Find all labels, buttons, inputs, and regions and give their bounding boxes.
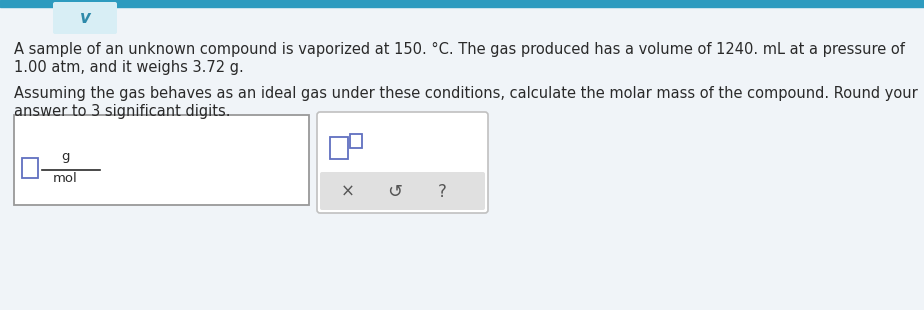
Text: mol: mol xyxy=(53,172,78,185)
Text: g: g xyxy=(61,150,69,163)
Text: ×: × xyxy=(341,183,355,201)
Text: v: v xyxy=(79,9,91,27)
Text: 1.00 atm, and it weighs 3.72 g.: 1.00 atm, and it weighs 3.72 g. xyxy=(14,60,244,75)
FancyBboxPatch shape xyxy=(53,2,117,34)
FancyBboxPatch shape xyxy=(320,172,485,210)
Text: Assuming the gas behaves as an ideal gas under these conditions, calculate the m: Assuming the gas behaves as an ideal gas… xyxy=(14,86,918,101)
FancyBboxPatch shape xyxy=(330,137,348,159)
FancyBboxPatch shape xyxy=(350,134,362,148)
Text: A sample of an unknown compound is vaporized at 150. °C. The gas produced has a : A sample of an unknown compound is vapor… xyxy=(14,42,905,57)
Text: answer to 3 significant digits.: answer to 3 significant digits. xyxy=(14,104,230,119)
Text: ?: ? xyxy=(438,183,446,201)
FancyBboxPatch shape xyxy=(317,112,488,213)
Bar xyxy=(0,0,924,7)
Text: ↺: ↺ xyxy=(387,183,403,201)
FancyBboxPatch shape xyxy=(22,158,38,178)
FancyBboxPatch shape xyxy=(14,115,309,205)
